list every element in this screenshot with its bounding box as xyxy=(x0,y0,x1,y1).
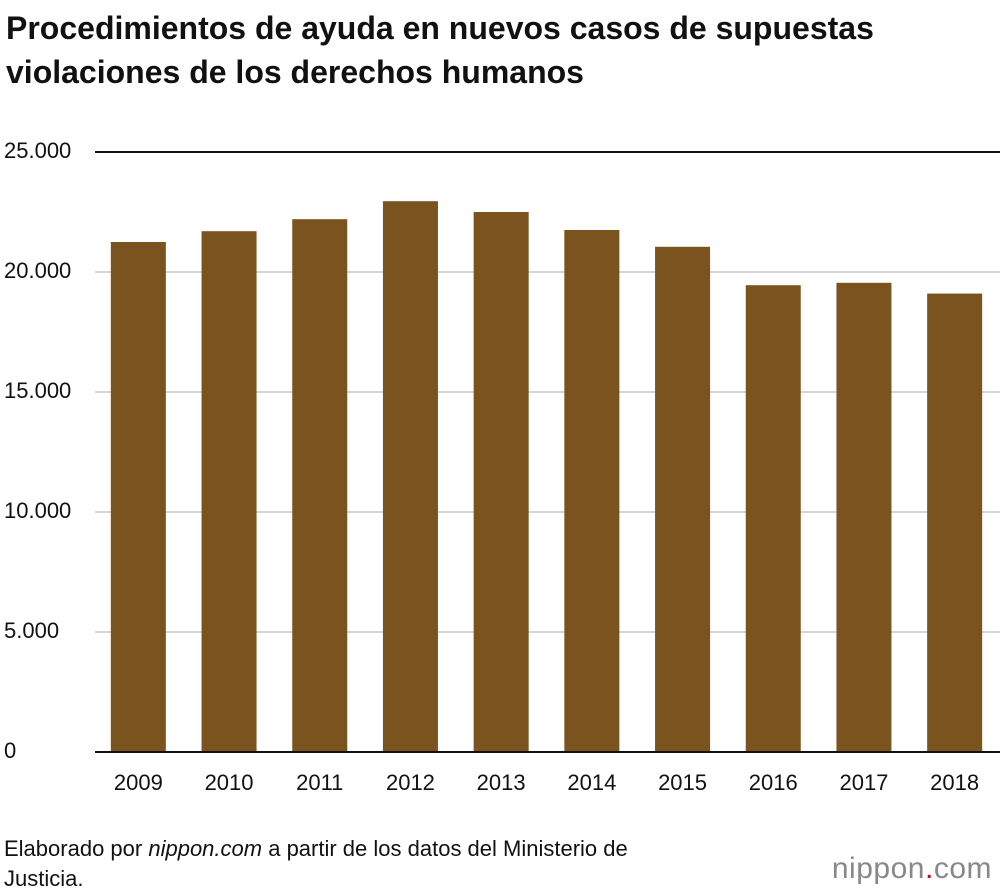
bar xyxy=(564,230,620,752)
x-tick-label: 2011 xyxy=(296,770,343,795)
logo-text: nippon xyxy=(831,852,925,885)
y-tick-label: 20.000 xyxy=(4,258,71,283)
logo: nippon.com xyxy=(832,852,992,886)
y-tick-label: 0 xyxy=(4,738,16,763)
bar xyxy=(745,285,801,752)
y-tick-label: 25.000 xyxy=(4,138,71,163)
source-note: Elaborado por nippon.com a partir de los… xyxy=(4,834,634,894)
x-tick-label: 2012 xyxy=(386,770,435,795)
bar xyxy=(836,282,892,752)
x-tick-label: 2015 xyxy=(658,770,707,795)
source-text: a partir de los datos del Ministerio de … xyxy=(4,836,628,891)
bar xyxy=(655,246,711,753)
x-tick-label: 2009 xyxy=(114,770,163,795)
bar xyxy=(382,201,438,752)
x-tick-label: 2010 xyxy=(205,770,254,795)
bar xyxy=(473,212,529,752)
bar xyxy=(292,219,348,752)
x-tick-label: 2018 xyxy=(930,770,979,795)
y-tick-label: 10.000 xyxy=(4,498,71,523)
source-site: nippon.com xyxy=(148,836,263,861)
y-tick-label: 15.000 xyxy=(4,378,71,403)
x-tick-label: 2014 xyxy=(567,770,616,795)
logo-dot: . xyxy=(924,852,934,885)
x-tick-label: 2016 xyxy=(749,770,798,795)
bar xyxy=(201,231,257,752)
source-text: Elaborado por xyxy=(4,836,143,861)
bar xyxy=(927,293,983,752)
chart-title: Procedimientos de ayuda en nuevos casos … xyxy=(6,10,874,90)
x-tick-label: 2017 xyxy=(839,770,888,795)
x-tick-label: 2013 xyxy=(477,770,526,795)
y-tick-label: 5.000 xyxy=(4,618,59,643)
bar xyxy=(110,242,166,752)
logo-text: com xyxy=(933,852,992,885)
